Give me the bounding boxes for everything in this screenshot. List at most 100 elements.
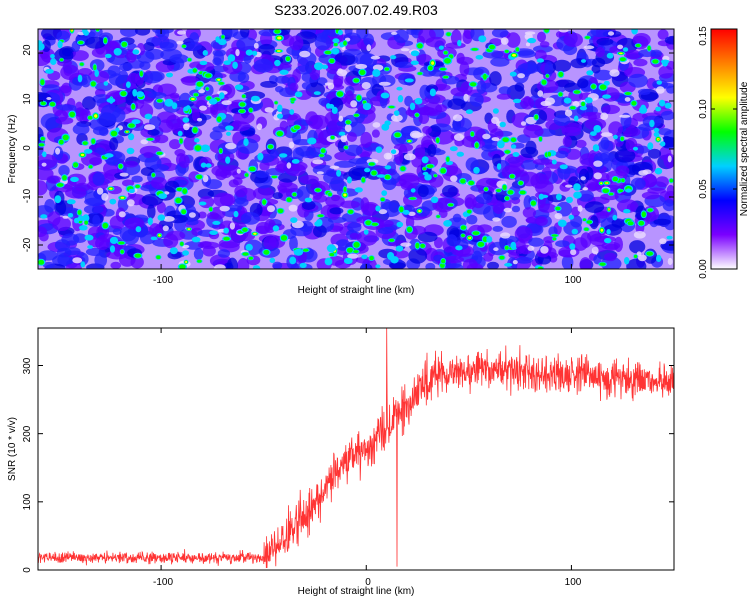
heatmap-hotspot bbox=[166, 72, 173, 78]
heatmap-hotspot bbox=[151, 173, 156, 177]
heatmap-hotspot bbox=[631, 101, 637, 106]
heatmap-cell bbox=[300, 150, 320, 159]
heatmap-hotspot bbox=[185, 261, 188, 263]
heatmap-hotspot bbox=[536, 58, 545, 63]
heatmap-hotspot bbox=[226, 131, 231, 136]
heatmap-hotspot bbox=[156, 151, 163, 155]
heatmap-hotspot bbox=[547, 151, 551, 157]
heatmap-hotspot bbox=[634, 254, 638, 259]
heatmap-hotspot bbox=[132, 89, 138, 97]
heatmap-cell bbox=[145, 48, 164, 60]
heatmap-hotspot bbox=[113, 48, 122, 56]
heatmap-cell bbox=[349, 232, 360, 240]
heatmap-cell bbox=[514, 226, 533, 242]
heatmap-cell bbox=[289, 235, 298, 252]
heatmap-cell bbox=[178, 154, 190, 169]
heatmap-hotspot bbox=[653, 127, 660, 133]
heatmap-cell bbox=[609, 69, 620, 77]
heatmap-cell bbox=[95, 236, 110, 251]
heatmap-cell bbox=[462, 258, 478, 269]
heatmap-cell bbox=[176, 40, 184, 45]
heatmap-cell bbox=[75, 107, 85, 122]
heatmap-hotspot bbox=[95, 29, 100, 32]
heatmap-hotspot bbox=[530, 200, 537, 206]
heatmap-cell bbox=[660, 110, 674, 121]
heatmap-hotspot bbox=[365, 220, 372, 226]
heatmap-hotspot bbox=[126, 147, 135, 155]
heatmap-cell bbox=[375, 219, 384, 231]
heatmap-hotspot bbox=[484, 187, 488, 192]
heatmap-hotspot bbox=[558, 92, 563, 97]
heatmap-hotspot bbox=[599, 262, 606, 266]
heatmap-hotspot bbox=[77, 210, 82, 215]
heatmap-cell bbox=[154, 134, 169, 144]
heatmap-cell bbox=[517, 63, 535, 75]
heatmap-hotspot bbox=[118, 241, 125, 245]
heatmap-cell bbox=[383, 152, 393, 160]
heatmap-cell bbox=[92, 214, 101, 227]
heatmap-hotspot bbox=[285, 56, 291, 62]
heatmap-hotspot bbox=[326, 244, 336, 253]
heatmap-hotspot bbox=[599, 84, 607, 90]
heatmap-hotspot bbox=[372, 69, 381, 77]
heatmap-hotspot bbox=[314, 221, 321, 227]
heatmap-cell bbox=[414, 144, 426, 160]
snr-x-tick: -100 bbox=[153, 577, 173, 588]
heatmap-cell bbox=[197, 241, 220, 249]
heatmap-hotspot bbox=[666, 235, 673, 240]
heatmap-cell bbox=[658, 65, 674, 79]
heatmap-hotspot bbox=[430, 196, 439, 204]
heatmap-cell bbox=[450, 175, 458, 182]
heatmap-cell bbox=[427, 144, 437, 157]
heatmap-hotspot bbox=[472, 231, 480, 236]
heatmap-cell bbox=[488, 241, 509, 256]
snr-y-label: SNR (10 * v/v) bbox=[7, 417, 18, 481]
heatmap-cell bbox=[492, 217, 501, 222]
heatmap-cell bbox=[275, 86, 284, 93]
heatmap-hotspot bbox=[87, 245, 93, 249]
heatmap-cell bbox=[184, 241, 204, 250]
heatmap-hotspot bbox=[200, 162, 207, 168]
heatmap-cell bbox=[88, 70, 110, 83]
heatmap-hotspot bbox=[626, 188, 631, 193]
heatmap-hotspot bbox=[187, 228, 191, 230]
heatmap-cell bbox=[622, 127, 641, 137]
heatmap-hotspot bbox=[440, 168, 446, 174]
heatmap-hotspot bbox=[641, 211, 646, 218]
heatmap-cell bbox=[122, 229, 139, 245]
heatmap-cell bbox=[329, 207, 344, 215]
heatmap-hotspot bbox=[180, 241, 184, 246]
heatmap-cell bbox=[198, 211, 207, 219]
heatmap-hotspot bbox=[364, 167, 371, 173]
heatmap-hotspot bbox=[489, 44, 495, 50]
heatmap-hotspot bbox=[79, 62, 84, 66]
heatmap-hotspot bbox=[317, 214, 324, 218]
heatmap-cell bbox=[196, 117, 203, 122]
heatmap-cell bbox=[664, 35, 674, 45]
heatmap-cell bbox=[169, 92, 180, 99]
heatmap-hotspot bbox=[150, 236, 158, 241]
heatmap-cell bbox=[286, 162, 292, 169]
heatmap-hotspot bbox=[156, 255, 161, 259]
heatmap-cell bbox=[162, 225, 169, 232]
heatmap-cell bbox=[237, 72, 250, 83]
heatmap-hotspot bbox=[205, 87, 209, 91]
heatmap-hotspot bbox=[552, 237, 557, 241]
heatmap-cell bbox=[535, 216, 548, 227]
heatmap-hotspot bbox=[84, 234, 94, 241]
heatmap-cell bbox=[337, 139, 346, 153]
heatmap-hotspot bbox=[551, 234, 558, 237]
heatmap-hotspot bbox=[242, 94, 246, 98]
heatmap-cell bbox=[185, 218, 199, 226]
heatmap-hotspot bbox=[157, 214, 166, 221]
heatmap-cell bbox=[600, 112, 609, 120]
heatmap-cell bbox=[489, 71, 502, 86]
heatmap-hotspot bbox=[467, 209, 472, 214]
heatmap-cell bbox=[46, 175, 62, 184]
heatmap-cell bbox=[96, 112, 117, 126]
heatmap-cell bbox=[193, 248, 204, 260]
heatmap-hotspot bbox=[267, 144, 274, 149]
heatmap-cell bbox=[506, 32, 521, 48]
heatmap-hotspot bbox=[191, 98, 195, 100]
